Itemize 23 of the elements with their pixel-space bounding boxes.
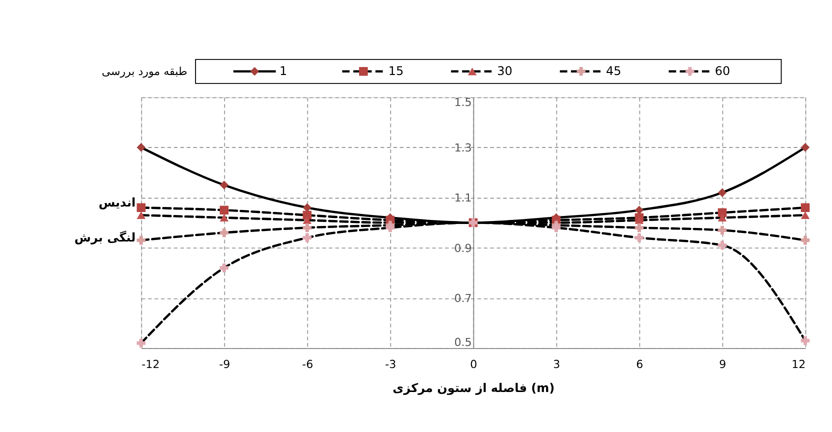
y-tick-label: 1.5 <box>454 96 472 109</box>
y-tick-label: 1.1 <box>454 192 472 205</box>
x-tick-label: 12 <box>792 358 806 371</box>
x-tick-label: -3 <box>385 358 396 371</box>
x-tick-label: -9 <box>219 358 230 371</box>
x-tick-label: 3 <box>553 358 560 371</box>
text: اندیس لنگی برش <box>74 195 136 244</box>
y-tick-label: 0.9 <box>454 242 472 255</box>
legend-label: 1 <box>279 64 288 78</box>
x-tick-label: -6 <box>302 358 314 371</box>
y-tick-label: 0.7 <box>454 292 472 306</box>
x-tick-label: 0 <box>470 358 478 371</box>
x-tick-label: -12 <box>142 358 160 371</box>
x-axis-title: فاصله از ستون مرکزی (m) <box>392 380 555 395</box>
legend-label: 60 <box>714 64 730 78</box>
x-tick-label: 9 <box>719 358 726 371</box>
legend-label: 15 <box>388 64 404 78</box>
y-tick-label: 0.5 <box>454 336 472 349</box>
legend-label: 45 <box>606 64 622 78</box>
legend-label: 30 <box>497 64 512 78</box>
x-tick-label: 6 <box>636 358 644 371</box>
legend-title: طبقه مورد بررسی <box>102 65 188 78</box>
y-tick-label: 1.3 <box>454 142 472 155</box>
